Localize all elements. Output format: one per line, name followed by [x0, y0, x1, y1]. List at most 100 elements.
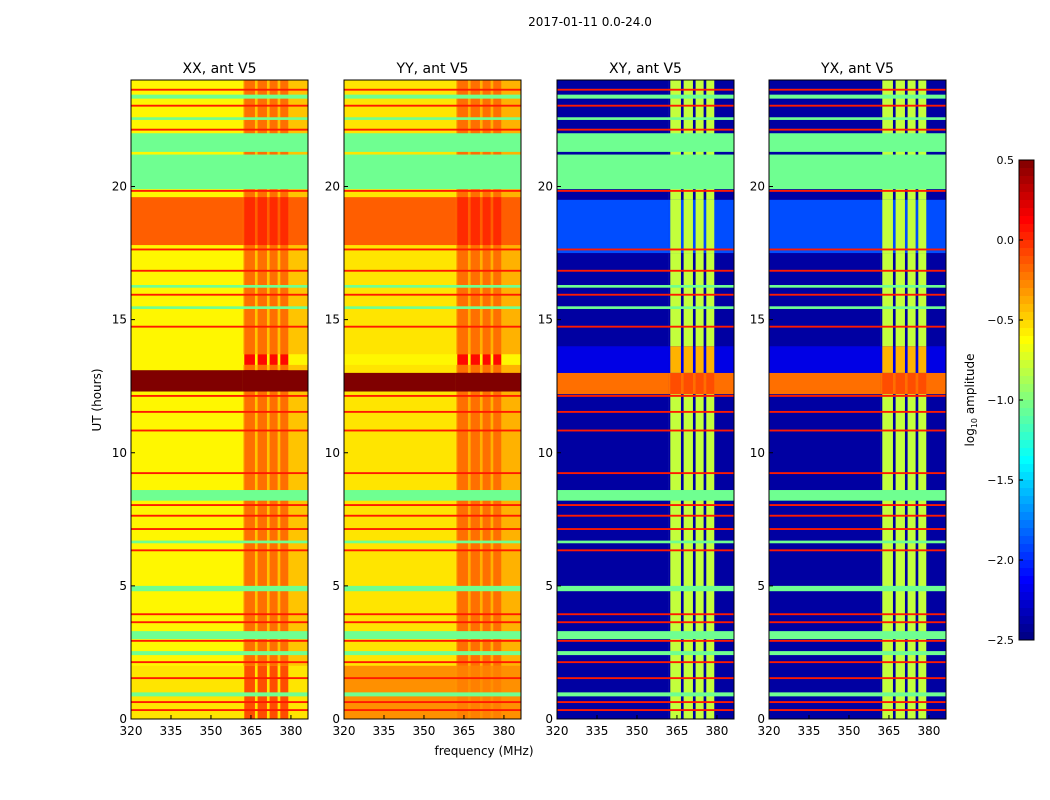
colorbar-segment	[1019, 208, 1034, 217]
rfi-line	[131, 429, 308, 432]
colorbar-segment	[1019, 552, 1034, 561]
rfi-line	[769, 394, 946, 397]
colorbar-segment	[1019, 608, 1034, 617]
flagged-band	[131, 94, 308, 99]
flagged-band	[344, 585, 521, 592]
rfi-line	[344, 189, 521, 192]
rfi-line	[769, 88, 946, 91]
colorbar-segment	[1019, 520, 1034, 529]
colorbar-segment	[1019, 496, 1034, 505]
rfi-line	[131, 613, 308, 616]
flagged-band	[769, 585, 946, 592]
rfi-line	[557, 528, 734, 530]
flagged-band	[557, 154, 734, 190]
colorbar-label: log10 amplitude	[963, 354, 979, 447]
rfi-column	[895, 80, 905, 719]
rfi-column-band	[670, 199, 681, 254]
x-tick-label: 365	[240, 724, 263, 738]
rfi-line	[769, 514, 946, 517]
rfi-line	[131, 677, 308, 680]
rfi-line	[557, 677, 734, 680]
y-tick-label: 20	[750, 180, 765, 194]
rfi-line	[131, 621, 308, 624]
rfi-column	[470, 80, 480, 719]
colorbar-segment	[1019, 624, 1034, 633]
rfi-column-band	[280, 197, 289, 246]
rfi-line	[344, 677, 521, 680]
rfi-column-band	[882, 199, 893, 254]
panel-1: YY, ant V5 320 335 350 365 380 0 5 10 15 20	[325, 61, 522, 738]
colorbar-segment	[1019, 168, 1034, 177]
y-tick-label: 0	[757, 712, 765, 726]
colorbar-segment	[1019, 368, 1034, 377]
rfi-column-band	[683, 346, 693, 373]
axes-frame	[768, 79, 947, 720]
rfi-line	[557, 613, 734, 616]
rfi-line	[131, 104, 308, 107]
heatmap-band	[344, 372, 456, 392]
x-tick-label: 320	[333, 724, 356, 738]
flagged-band	[344, 133, 521, 152]
rfi-line	[557, 639, 734, 642]
axes-frame	[556, 79, 735, 720]
colorbar-segment	[1019, 408, 1034, 417]
flagged-band	[557, 540, 734, 544]
rfi-line	[557, 504, 734, 506]
x-tick-label: 380	[492, 724, 515, 738]
rfi-column	[706, 80, 715, 719]
colorbar-segment	[1019, 384, 1034, 393]
y-tick-label: 15	[325, 313, 340, 327]
rfi-line	[557, 549, 734, 552]
colorbar-tick-label: −1.0	[987, 394, 1014, 407]
rfi-column-band	[683, 372, 693, 395]
rfi-line	[344, 661, 521, 664]
flagged-band	[557, 585, 734, 592]
rfi-line	[769, 549, 946, 552]
colorbar-segment	[1019, 184, 1034, 193]
rfi-column-band	[918, 372, 927, 395]
colorbar-tick-label: 0.5	[997, 154, 1015, 167]
colorbar-tick-label: −0.5	[987, 314, 1014, 327]
rfi-line	[344, 613, 521, 616]
x-tick-label: 335	[586, 724, 609, 738]
colorbar-segment	[1019, 536, 1034, 545]
panel-2: XY, ant V5 320 335 350 365 380 0 5 10 15 20	[538, 61, 735, 738]
x-tick-label: 335	[798, 724, 821, 738]
colorbar-segment	[1019, 232, 1034, 241]
rfi-line	[557, 293, 734, 296]
rfi-line	[131, 394, 308, 397]
rfi-line	[131, 709, 308, 712]
colorbar-segment	[1019, 576, 1034, 585]
colorbar-segment	[1019, 328, 1034, 337]
y-tick-label: 20	[112, 180, 127, 194]
flagged-band	[131, 285, 308, 288]
colorbar-segment	[1019, 400, 1034, 409]
rfi-line	[769, 104, 946, 107]
rfi-column-band	[269, 370, 278, 392]
rfi-line	[769, 639, 946, 642]
heatmap	[131, 80, 308, 719]
flagged-band	[344, 306, 521, 309]
rfi-line	[769, 248, 946, 251]
x-tick-label: 350	[838, 724, 861, 738]
colorbar-segment	[1019, 312, 1034, 321]
x-tick-label: 335	[373, 724, 396, 738]
rfi-line	[344, 269, 521, 272]
colorbar-segment	[1019, 376, 1034, 385]
rfi-line	[131, 248, 308, 251]
rfi-line	[131, 269, 308, 272]
rfi-column	[269, 80, 278, 719]
heatmap-band	[344, 197, 456, 246]
rfi-column	[280, 80, 289, 719]
rfi-line	[344, 549, 521, 552]
rfi-line	[769, 269, 946, 272]
colorbar-segment	[1019, 344, 1034, 353]
rfi-column	[907, 80, 916, 719]
rfi-column-band	[269, 354, 278, 365]
flagged-band	[344, 285, 521, 288]
rfi-column-band	[695, 199, 704, 254]
rfi-line	[344, 410, 521, 413]
y-tick-label: 20	[325, 180, 340, 194]
rfi-column-band	[244, 370, 255, 392]
rfi-column-band	[895, 346, 905, 373]
